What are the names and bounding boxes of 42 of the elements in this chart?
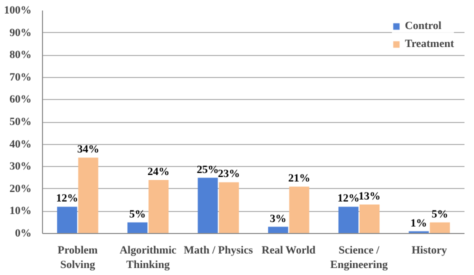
legend-label: Treatment [404,38,454,50]
y-tick-label: 20% [10,182,32,195]
y-tick-label: 100% [4,4,32,16]
data-label: 5% [432,208,448,220]
y-tick-label: 30% [10,160,32,173]
data-label: 23% [218,168,240,180]
bar [78,158,98,234]
data-label: 13% [358,190,381,203]
data-label: 21% [288,172,310,185]
y-tick-label: 0% [15,228,32,240]
data-label: 24% [148,166,170,178]
data-label: 1% [410,217,428,230]
y-tick-label: 10% [10,205,32,218]
data-label: 12% [337,192,360,205]
x-tick-label: Science / Engineering [330,244,388,271]
data-label: 34% [77,144,100,156]
data-label: 12% [56,192,78,205]
bar [338,206,358,234]
x-tick-label: Problem Solving [58,244,98,271]
bar [127,222,148,234]
y-tick-label: 40% [10,138,32,150]
bar [148,180,169,234]
bar [57,206,78,234]
bar [198,178,218,234]
bar [218,182,239,234]
data-label: 3% [270,212,286,225]
y-tick-label: 80% [10,49,32,62]
y-tick-label: 60% [10,94,32,106]
bar [268,226,288,234]
y-tick-label: 70% [10,71,32,84]
x-tick-label: History [412,244,448,256]
x-tick-label: Real World [262,244,316,256]
y-tick-label: 90% [10,26,32,39]
data-label: 5% [129,208,146,220]
x-tick-label: Math / Physics [184,244,254,256]
bar [430,222,450,234]
x-tick-label: Algorithmic Thinking [120,244,177,271]
legend-label: Control [404,20,442,32]
bar [360,204,380,234]
bar [289,186,310,234]
data-label: 25% [196,164,219,176]
y-tick-label: 50% [10,116,32,128]
